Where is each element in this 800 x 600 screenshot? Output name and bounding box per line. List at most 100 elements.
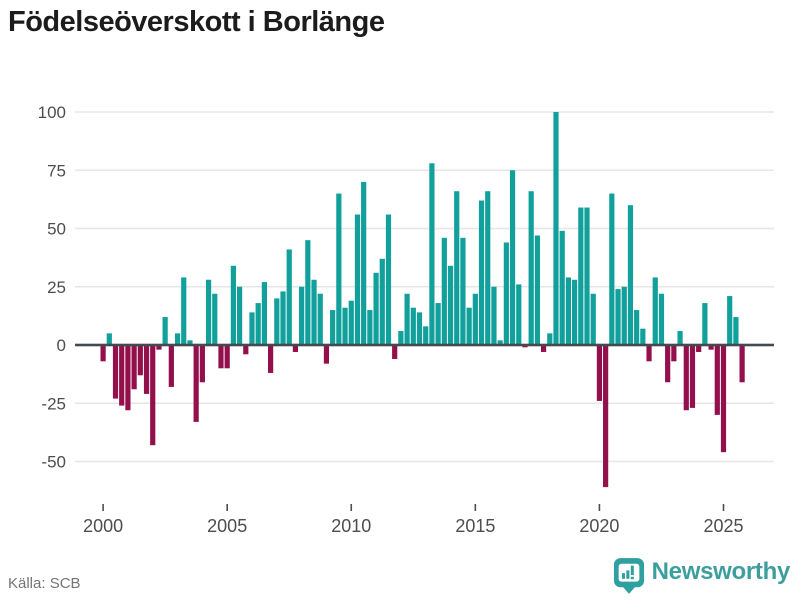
y-axis-tick-label: -25 (41, 394, 66, 413)
quarter-bar (317, 293, 323, 345)
quarter-bar (236, 286, 243, 345)
quarter-bar (441, 237, 447, 345)
quarter-bar (478, 200, 485, 345)
quarter-bar (528, 191, 534, 345)
quarter-bar (540, 345, 547, 352)
quarter-bar (137, 345, 143, 376)
x-axis-tick-label: 2025 (703, 516, 743, 536)
quarter-bar (714, 345, 720, 415)
quarter-bar (534, 235, 540, 345)
quarter-bar (423, 326, 429, 345)
quarter-bar (603, 345, 609, 488)
quarter-bar (119, 345, 125, 406)
quarter-bar (503, 242, 509, 345)
quarter-bar (596, 345, 603, 401)
quarter-bar (590, 293, 596, 345)
quarter-bar (634, 310, 640, 345)
quarter-bar (106, 333, 112, 345)
quarter-bar (354, 214, 361, 345)
quarter-bar (416, 312, 423, 345)
quarter-bar (162, 317, 168, 345)
quarter-bar (516, 284, 522, 345)
quarter-bar (708, 345, 714, 350)
quarter-bar (460, 237, 466, 345)
quarter-bar (243, 345, 249, 355)
x-axis-tick-label: 2005 (207, 516, 247, 536)
quarter-bar (677, 331, 683, 345)
quarter-bar (112, 345, 119, 399)
quarter-bar (727, 296, 733, 345)
quarter-bar (193, 345, 199, 422)
quarter-bar (491, 286, 497, 345)
quarter-bar (658, 293, 665, 345)
quarter-bar (509, 170, 516, 345)
quarter-bar (311, 279, 317, 345)
quarter-bar (627, 205, 634, 345)
page-title: Födelseöverskott i Borlänge (8, 6, 385, 38)
chart-svg: 100 75 50 25 0 -25 -50 2000 2005 2010 2015 2020 2025 (38, 103, 774, 536)
quarter-bar (125, 345, 131, 411)
y-axis-tick-label: -50 (41, 453, 66, 472)
quarter-bar (429, 163, 435, 345)
quarter-bar (274, 298, 280, 345)
quarter-bar (392, 345, 398, 359)
quarter-bar (286, 249, 292, 345)
quarter-bar (621, 286, 627, 345)
y-axis-tick-label: 0 (57, 336, 66, 355)
quarter-bar (689, 345, 696, 408)
quarter-bar (665, 345, 671, 383)
quarter-bar (280, 291, 286, 345)
quarter-bar (299, 286, 305, 345)
quarter-bar (268, 345, 274, 373)
newsworthy-wordmark: Newsworthy (651, 558, 791, 585)
quarter-bar (565, 277, 571, 345)
zero-axis-line (75, 343, 774, 347)
x-axis-tick-label: 2000 (83, 516, 123, 536)
quarter-bar (497, 340, 503, 345)
quarter-bar (323, 345, 330, 364)
quarter-bar (671, 345, 677, 362)
quarter-bar (410, 307, 416, 345)
quarter-bar (218, 345, 224, 369)
y-axis-tick-label: 100 (38, 103, 66, 122)
quarter-bar (168, 345, 174, 387)
quarter-bar (584, 207, 590, 345)
quarter-bar (348, 300, 354, 345)
quarter-bar (683, 345, 689, 411)
x-axis-tick-label: 2015 (455, 516, 495, 536)
quarter-bar (547, 333, 553, 345)
quarter-bar (305, 240, 311, 345)
quarter-bar (292, 345, 299, 352)
quarter-bar (361, 181, 367, 345)
quarter-bar (143, 345, 150, 394)
quarter-bar (609, 193, 615, 345)
quarter-bar (578, 207, 584, 345)
quarter-bar (485, 191, 491, 345)
quarter-bar (385, 214, 392, 345)
quarter-bar (230, 265, 236, 345)
quarter-bar (696, 345, 702, 352)
quarter-bar (379, 258, 385, 345)
quarter-bar (150, 345, 156, 446)
quarter-bar (472, 293, 478, 345)
quarter-bar (702, 303, 708, 345)
quarter-bar (336, 193, 342, 345)
x-axis-tick-label: 2020 (579, 516, 619, 536)
quarter-bar (342, 307, 348, 345)
quarter-bar (652, 277, 658, 345)
quarter-bar (454, 191, 460, 345)
newsworthy-brand: Newsworthy (613, 556, 790, 596)
quarter-bar (131, 345, 137, 390)
y-axis-tick-label: 50 (47, 220, 66, 239)
quarter-bar (181, 277, 187, 345)
quarter-bar (559, 230, 565, 345)
quarter-bar (466, 307, 472, 345)
quarter-bar (733, 317, 739, 345)
quarter-bar (447, 265, 454, 345)
quarter-bar (199, 345, 205, 383)
quarter-bar (224, 345, 230, 369)
quarter-bar (404, 293, 410, 345)
quarter-bar (640, 328, 646, 345)
quarter-bar (212, 293, 218, 345)
quarter-bar (367, 310, 373, 345)
